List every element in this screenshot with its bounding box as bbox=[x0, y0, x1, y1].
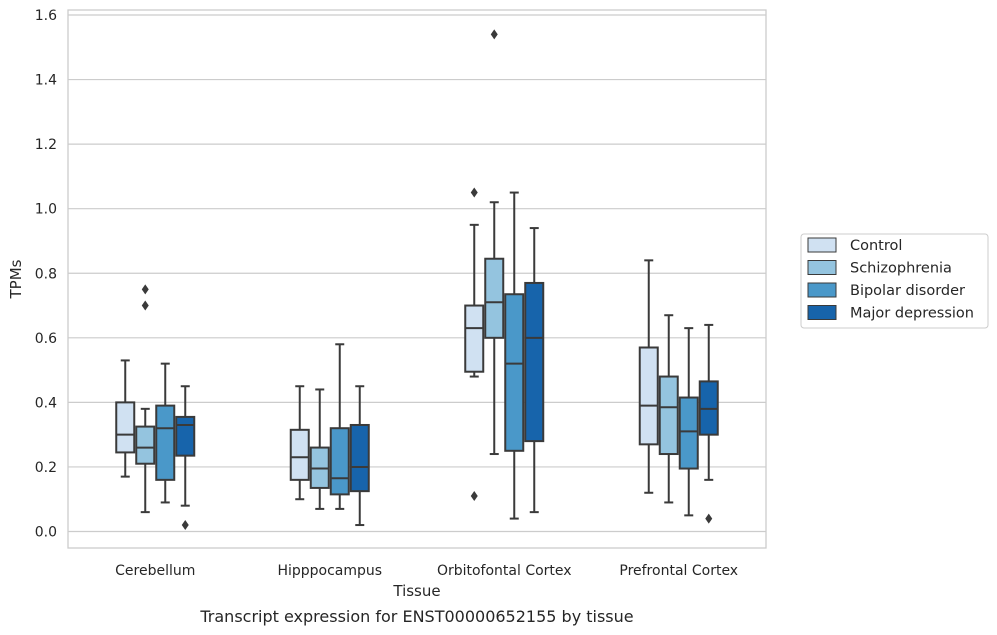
outlier-marker bbox=[470, 490, 478, 501]
legend-swatch bbox=[807, 305, 837, 320]
legend-swatch bbox=[807, 260, 837, 275]
x-tick-label: Hipppocampus bbox=[277, 563, 382, 579]
outlier-marker bbox=[181, 520, 189, 531]
legend-swatch bbox=[807, 282, 837, 298]
legend-frame bbox=[800, 233, 989, 329]
box-bipolar-disorder bbox=[155, 362, 176, 504]
box-control bbox=[115, 359, 136, 478]
box-control bbox=[289, 385, 310, 501]
iqr-box bbox=[524, 281, 545, 443]
box-major-depression bbox=[175, 385, 196, 531]
chart-caption: Transcript expression for ENST0000065215… bbox=[199, 607, 633, 626]
outlier-marker bbox=[490, 29, 498, 40]
outlier-marker bbox=[141, 300, 149, 311]
box-major-depression bbox=[698, 323, 719, 524]
iqr-box bbox=[678, 396, 699, 470]
legend: Control Schizophrenia Bipolar disorder Majo… bbox=[800, 233, 989, 329]
legend-label: Control bbox=[850, 238, 902, 254]
outlier-marker bbox=[470, 187, 478, 198]
box-bipolar-disorder bbox=[329, 343, 350, 510]
y-tick-label: 0.0 bbox=[35, 525, 57, 541]
y-tick-label: 0.6 bbox=[35, 331, 57, 347]
box-schizophrenia bbox=[484, 29, 505, 456]
outlier-marker bbox=[141, 284, 149, 295]
box-control bbox=[638, 259, 659, 494]
box-schizophrenia bbox=[135, 284, 156, 514]
y-tick-label: 1.4 bbox=[35, 73, 57, 89]
y-axis-label: TPMs bbox=[7, 259, 25, 299]
outlier-marker bbox=[705, 513, 713, 524]
iqr-box bbox=[484, 257, 505, 339]
y-tick-label: 0.8 bbox=[35, 266, 57, 282]
y-tick-label: 0.4 bbox=[35, 395, 57, 411]
x-tick-label: Orbitofontal Cortex bbox=[437, 563, 572, 579]
box-major-depression bbox=[349, 385, 370, 527]
iqr-box bbox=[638, 346, 659, 446]
iqr-box bbox=[135, 425, 156, 465]
x-tick-label: Cerebellum bbox=[115, 563, 195, 579]
iqr-box bbox=[155, 404, 176, 481]
iqr-box bbox=[658, 375, 679, 456]
x-tick-label: Prefrontal Cortex bbox=[619, 563, 738, 579]
box-bipolar-disorder bbox=[504, 191, 525, 520]
iqr-box bbox=[349, 423, 370, 493]
x-tick-labels: Cerebellum Hipppocampus Orbitofontal Corte… bbox=[115, 563, 738, 579]
iqr-box bbox=[175, 415, 196, 457]
x-axis-label: Tissue bbox=[392, 582, 440, 600]
plot-frame bbox=[67, 9, 767, 549]
iqr-box bbox=[464, 304, 485, 373]
legend-swatch bbox=[807, 237, 837, 253]
legend-label: Schizophrenia bbox=[850, 261, 952, 277]
box-schizophrenia bbox=[658, 314, 679, 504]
box-groups bbox=[115, 29, 719, 531]
iqr-box bbox=[115, 401, 136, 454]
y-tick-label: 1.2 bbox=[35, 137, 57, 153]
box-schizophrenia bbox=[309, 388, 330, 510]
y-tick-label: 0.2 bbox=[35, 460, 57, 476]
legend-label: Major depression bbox=[850, 306, 974, 322]
y-tick-label: 1.0 bbox=[35, 202, 57, 218]
y-tick-label: 1.6 bbox=[35, 8, 57, 24]
legend-label: Bipolar disorder bbox=[850, 283, 965, 299]
iqr-box bbox=[329, 427, 350, 496]
iqr-box bbox=[289, 428, 310, 481]
box-major-depression bbox=[524, 227, 545, 514]
y-tick-labels: 0.0 0.2 0.4 0.6 0.8 1.0 1.2 1.4 1.6 bbox=[35, 8, 57, 540]
box-bipolar-disorder bbox=[678, 327, 699, 517]
iqr-box bbox=[504, 293, 525, 452]
box-control bbox=[464, 187, 485, 501]
